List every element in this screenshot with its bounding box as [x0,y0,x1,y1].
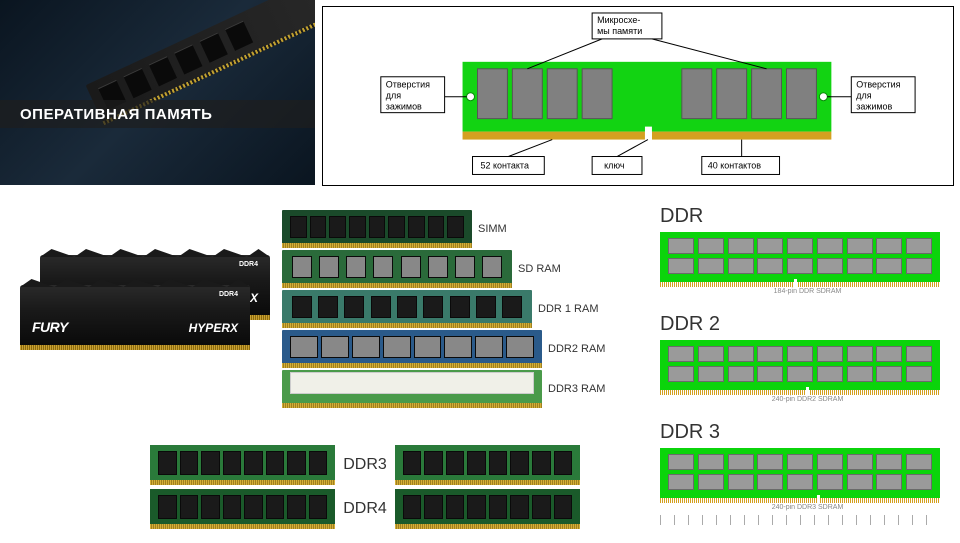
ddr-item: DDR 184-pin DDR SDRAM [660,205,955,295]
bp-stick [150,489,335,529]
ddr-title: DDR 2 [660,313,955,336]
stack-row: SD RAM [282,250,612,288]
svg-text:зажимов: зажимов [856,102,892,112]
bp-stick [395,489,580,529]
ddr-item: DDR 2 240-pin DDR2 SDRAM [660,313,955,403]
diagram-pins-right [652,132,831,140]
stack-stick-sdram [282,250,512,288]
stack-stick-ddr2ram [282,330,542,368]
stack-label: SIMM [478,223,507,235]
diagram-label-right-hole: Отверстия [856,80,900,90]
diagram-label-left-hole: Отверстия [386,80,430,90]
stack-label: DDR2 RAM [548,343,605,355]
diagram-pins-left [463,132,645,140]
svg-text:мы памяти: мы памяти [597,26,642,36]
bp-stick [395,445,580,485]
fury-ddr4-label-2: DDR4 [219,291,238,298]
ddr-stick [660,232,940,282]
fury-brand-label: FURY [32,319,68,335]
ddr-caption: 240-pin DDR3 SDRAM [660,504,955,511]
ddr-caption: 184-pin DDR SDRAM [660,288,955,295]
stack-label: SD RAM [518,263,561,275]
hero-title-bar: ОПЕРАТИВНАЯ ПАМЯТЬ [0,100,315,128]
fury-hyperx-sticks: DDR4 HYPERX DDR4 FURY HYPERX [20,255,270,385]
fury-stick-front: DDR4 FURY HYPERX [20,285,250,345]
ddr-caption: 240-pin DDR2 SDRAM [660,396,955,403]
fury-ddr4-label: DDR4 [239,261,258,268]
ddr3-ddr4-pair: DDR3 DDR4 [150,445,580,533]
diagram-label-pins40: 40 контактов [708,160,761,170]
stack-stick-ddr3ram [282,370,542,408]
ram-generation-stack: SIMM SD RAM DDR 1 RAM DDR2 RAM DDR3 RAM [282,210,612,410]
svg-text:для: для [856,91,871,101]
diagram-hole-right [819,93,827,101]
stack-row: DDR 1 RAM [282,290,612,328]
svg-text:зажимов: зажимов [386,102,422,112]
stack-row: DDR2 RAM [282,330,612,368]
bp-label: DDR4 [343,500,387,518]
fury-hyperx-label-2: HYPERX [189,321,238,335]
hero-panel: ОПЕРАТИВНАЯ ПАМЯТЬ [0,0,315,185]
bp-stick [150,445,335,485]
stack-stick-ddr1ram [282,290,532,328]
stack-label: DDR 1 RAM [538,303,599,315]
diagram-svg: Микросхе- мы памяти Отверстия для зажимо… [323,7,953,186]
hero-title: ОПЕРАТИВНАЯ ПАМЯТЬ [20,106,212,123]
bottom-pair-row: DDR3 [150,445,580,485]
stack-row: DDR3 RAM [282,370,612,408]
ddr-stick [660,340,940,390]
bottom-pair-row: DDR4 [150,489,580,529]
diagram-label-key: ключ [604,160,625,170]
ddr-stick [660,448,940,498]
ddr-title: DDR 3 [660,421,955,444]
ram-anatomy-diagram: Микросхе- мы памяти Отверстия для зажимо… [322,6,954,186]
svg-text:для: для [386,91,401,101]
ddr-title: DDR [660,205,955,228]
stack-row: SIMM [282,210,612,248]
ddr-notch-comparison: DDR 184-pin DDR SDRAM DDR 2 240-pin DDR2 SD… [660,205,955,543]
diagram-notch [645,127,652,140]
diagram-label-chips: Микросхе- [597,15,640,25]
diagram-label-pins52: 52 контакта [480,160,528,170]
ddr-ruler [660,515,940,525]
bp-label: DDR3 [343,456,387,474]
diagram-hole-left [467,93,475,101]
stack-stick-simm [282,210,472,248]
ddr-item: DDR 3 240-pin DDR3 SDRAM [660,421,955,525]
stack-label: DDR3 RAM [548,383,605,395]
